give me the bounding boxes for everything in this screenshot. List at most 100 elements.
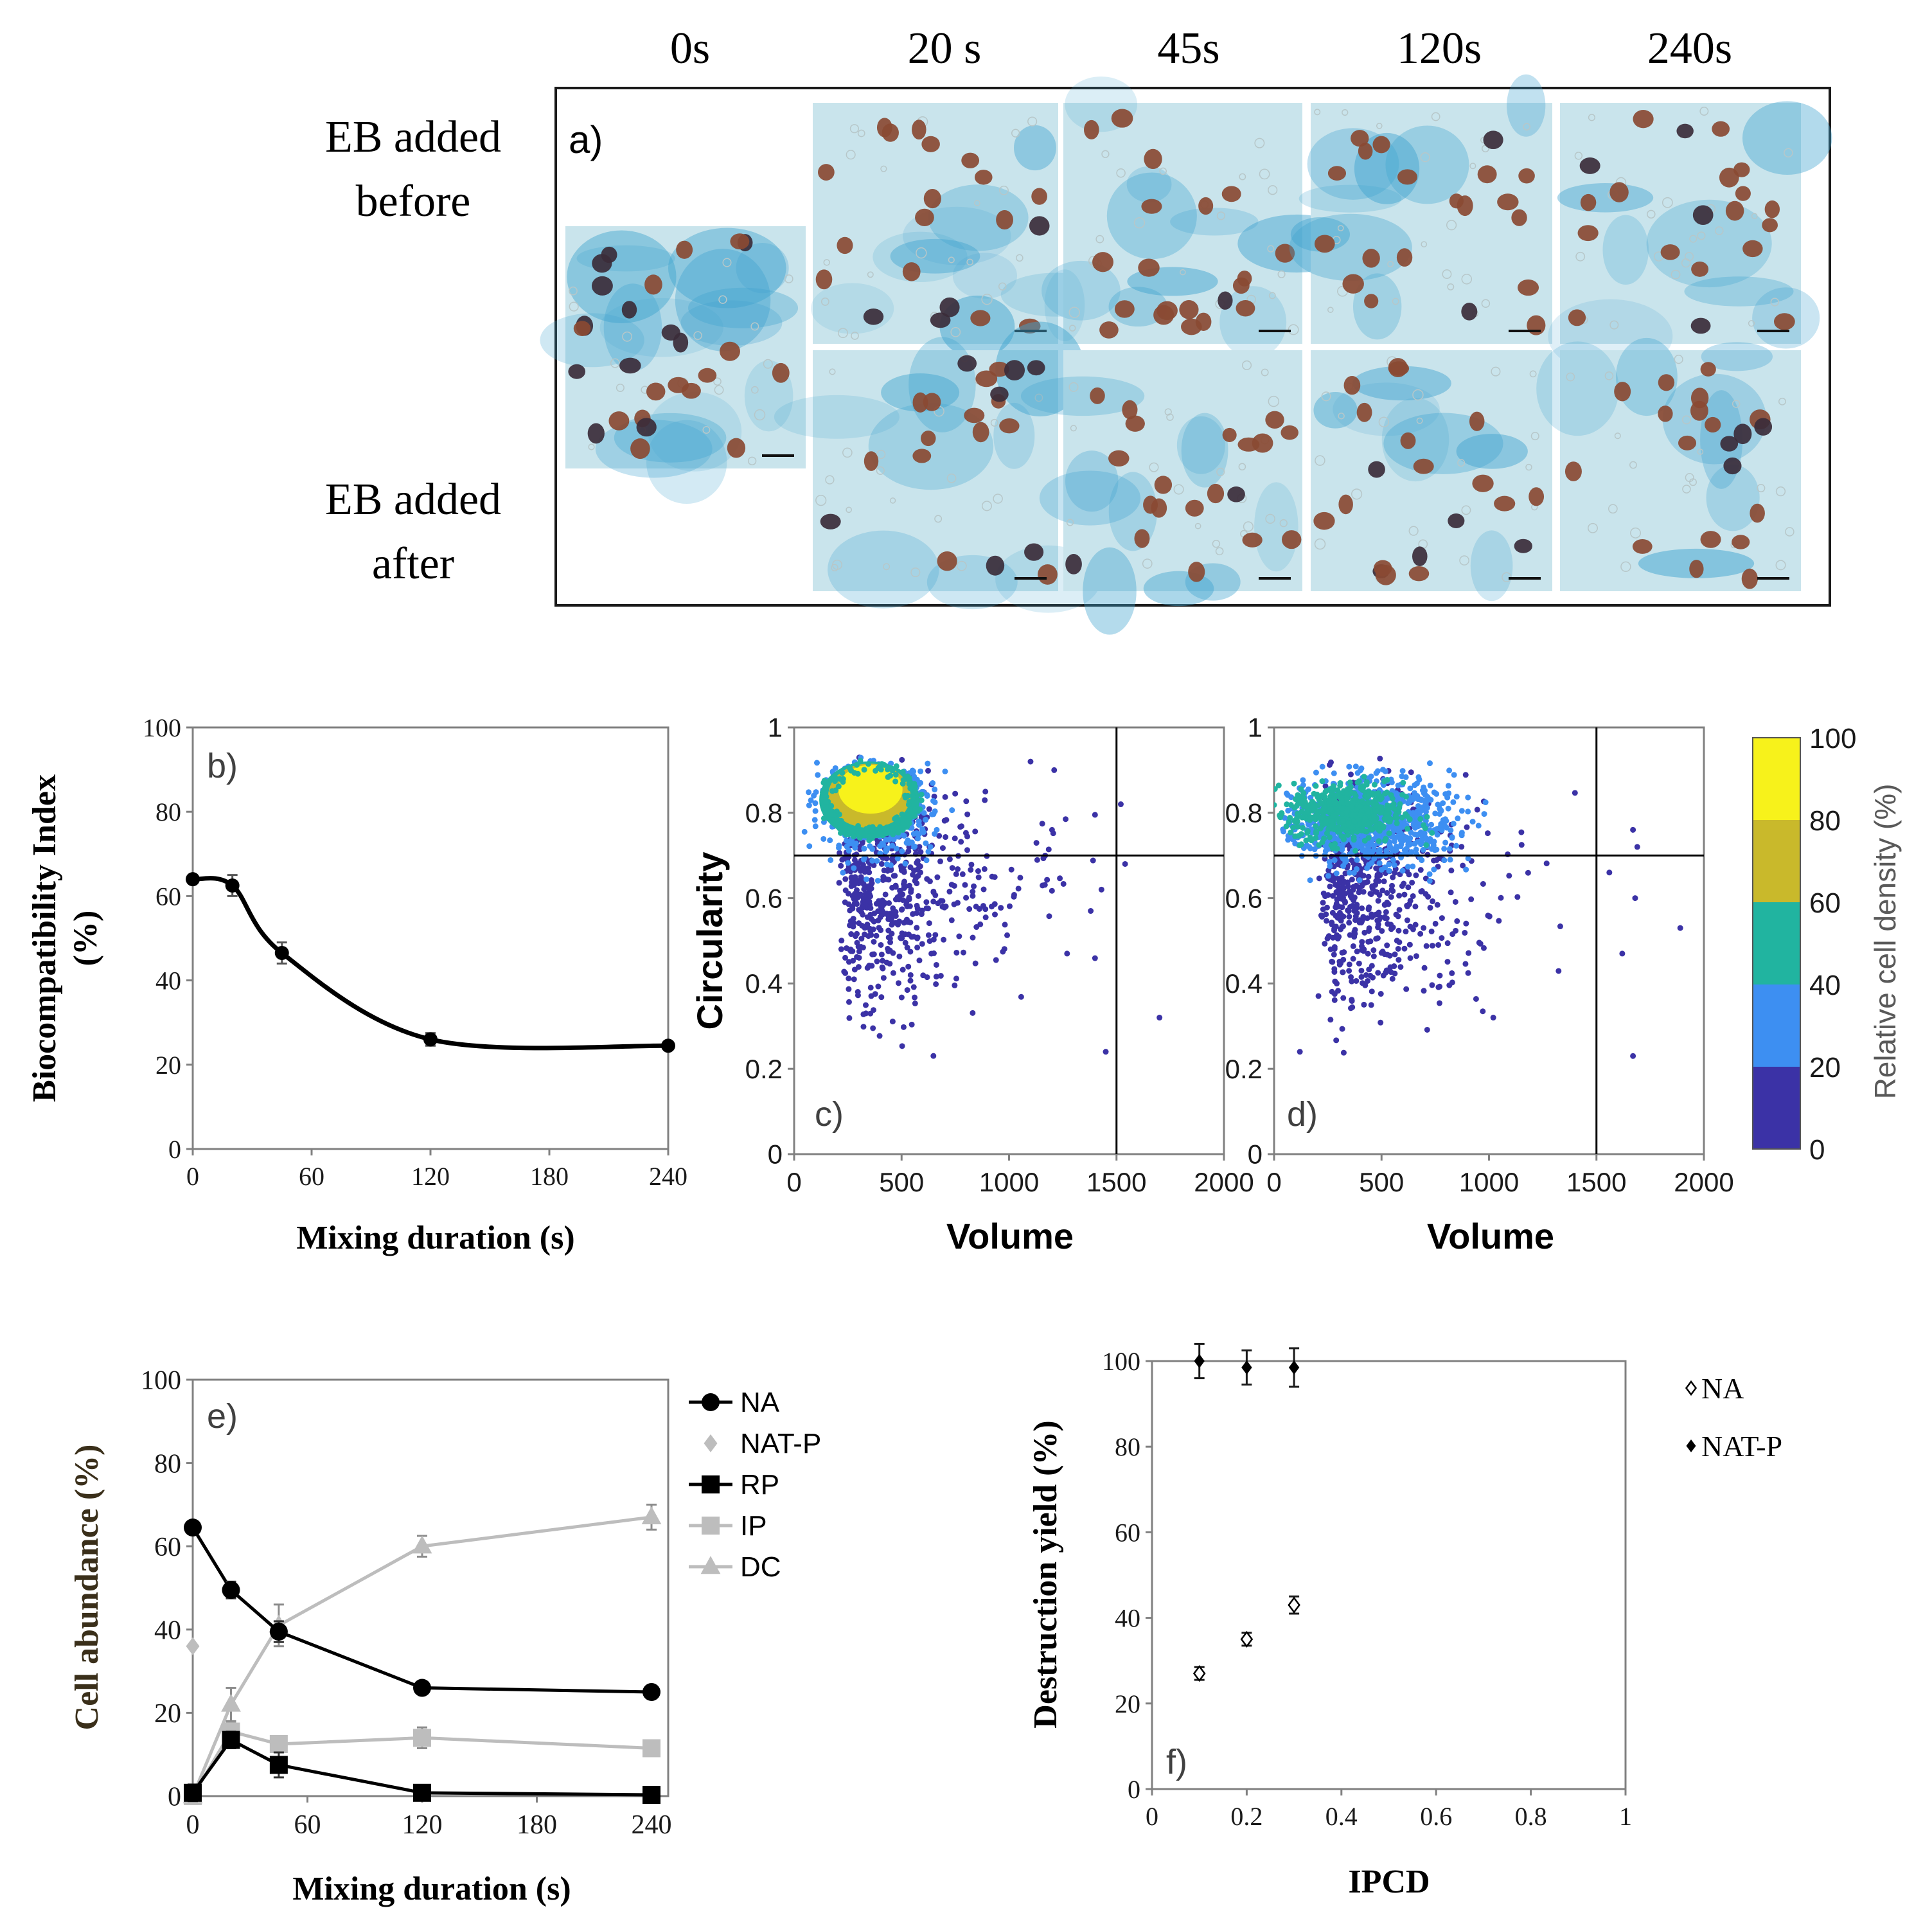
cell-point (1394, 820, 1400, 826)
stained-cell (1327, 166, 1347, 181)
background-particle (1243, 521, 1254, 532)
cell-point (1365, 950, 1371, 957)
cell-point (1365, 873, 1372, 880)
cell-point (892, 873, 898, 879)
cell-point (924, 792, 930, 799)
cell-point (1316, 875, 1322, 882)
cell-point (1464, 824, 1470, 830)
cell-point (1465, 794, 1471, 801)
stain-region (1507, 74, 1546, 137)
cell-point (880, 965, 886, 972)
cell-point (1382, 864, 1388, 871)
marker-triangle (221, 1693, 241, 1712)
cell-point (1462, 961, 1469, 967)
cell-point (1386, 868, 1392, 874)
cell-point (931, 793, 937, 799)
background-particle (1420, 152, 1430, 163)
cell-point (900, 1024, 907, 1030)
cell-point (1361, 1001, 1367, 1008)
stain-region (1742, 101, 1832, 175)
stained-cell (912, 120, 926, 140)
stained-cell (601, 246, 617, 263)
cell-point (875, 983, 882, 990)
background-particle (1261, 368, 1269, 377)
cell-point (836, 880, 842, 886)
y-tick-label: 40 (154, 1616, 181, 1646)
stained-cell (1004, 360, 1025, 381)
cell-point (953, 949, 960, 956)
cell-point (1340, 995, 1347, 1001)
cell-point (872, 991, 878, 997)
cell-point (1322, 893, 1329, 900)
cell-point (1448, 868, 1455, 874)
background-particle (990, 418, 998, 427)
stained-cell (990, 386, 1009, 402)
cell-point (1304, 842, 1310, 849)
cell-point (1442, 816, 1448, 823)
cell-point (934, 826, 940, 833)
cell-point (1474, 806, 1480, 813)
stain-region (603, 283, 662, 371)
cell-point (1424, 1026, 1430, 1033)
stain-region (1602, 215, 1649, 285)
cell-point (1436, 1000, 1442, 1006)
cell-point (1376, 848, 1382, 855)
cell-point (1374, 935, 1381, 941)
background-particle (993, 494, 1003, 504)
marker-diamond (1288, 1360, 1300, 1375)
cell-point (949, 865, 955, 871)
background-particle (1238, 463, 1246, 471)
row-label-after-line2: after (372, 539, 454, 589)
cell-point-outlier (1630, 826, 1636, 833)
cell-point (894, 814, 900, 821)
cell-point (842, 954, 849, 961)
background-particle (910, 567, 921, 578)
cell-point (871, 951, 877, 958)
cell-point (1319, 763, 1325, 770)
cell-point (1311, 790, 1317, 797)
cell-point (1284, 801, 1290, 808)
chart-d-panel-label: d) (1287, 1095, 1318, 1134)
y-tick-label: 0 (168, 1783, 181, 1812)
cell-point (1352, 917, 1358, 923)
cell-point (867, 984, 874, 991)
cell-point (1455, 815, 1461, 822)
cell-point (860, 944, 866, 950)
cell-point (1346, 913, 1352, 920)
cell-point (812, 808, 819, 814)
cell-point (1397, 843, 1404, 850)
cell-point (1333, 870, 1340, 877)
cell-point (892, 909, 899, 915)
cell-point (861, 886, 867, 893)
x-tick-label: 2000 (1674, 1167, 1733, 1197)
cell-point (1373, 770, 1379, 776)
background-particle (838, 328, 848, 339)
cell-point (895, 830, 901, 836)
y-tick-label: 40 (1115, 1604, 1140, 1633)
cell-point (864, 826, 870, 832)
cell-point (1401, 819, 1407, 826)
chart-e: 0 60 120 180 240 0 20 40 60 80 100 e) Mixing durat… (69, 1366, 821, 1907)
cell-point (925, 767, 932, 774)
stain-region (1039, 470, 1141, 526)
cell-point (847, 765, 853, 771)
background-particle (1447, 283, 1455, 290)
cell-point (912, 806, 919, 813)
background-particle (998, 282, 1007, 291)
marker-square (413, 1729, 431, 1747)
cell-point (897, 893, 903, 899)
y-tick-label: 60 (154, 1533, 181, 1562)
cell-point (926, 806, 932, 812)
background-particle (1681, 415, 1691, 425)
cell-point (1465, 970, 1471, 976)
cell-point (886, 836, 892, 842)
cell-point (1345, 883, 1351, 889)
cell-point (1339, 805, 1345, 812)
cell-point (1361, 915, 1368, 922)
cell-point (1327, 863, 1333, 869)
stained-cell (587, 423, 605, 444)
stained-cell (1733, 423, 1752, 445)
cell-point (1340, 956, 1347, 963)
marker-square (643, 1739, 660, 1758)
cell-point (1423, 798, 1430, 805)
